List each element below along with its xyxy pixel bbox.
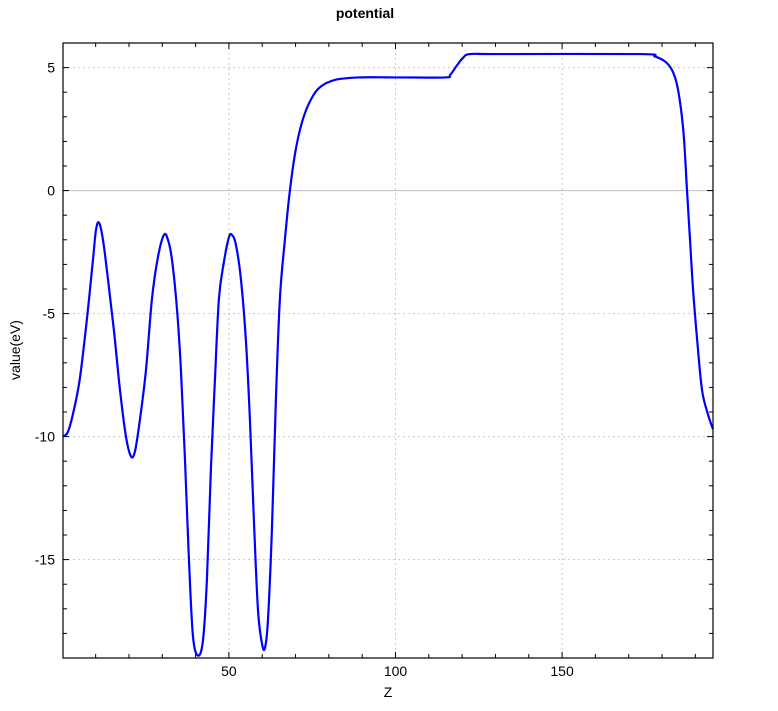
y-tick-label: -5 (43, 306, 56, 322)
plot-frame (62, 42, 714, 659)
x-tick-label: 100 (384, 663, 408, 679)
grid (63, 43, 713, 658)
x-tick-label: 50 (221, 663, 237, 679)
series-lines (62, 52, 715, 657)
y-tick-label: 0 (47, 183, 55, 199)
y-tick-label: -10 (35, 429, 55, 445)
potential-line (62, 52, 715, 657)
x-axis-label: Z (384, 684, 393, 700)
x-tick-label: 150 (550, 663, 574, 679)
y-tick-label: -15 (35, 552, 55, 568)
y-tick-label: 5 (47, 60, 55, 76)
y-axis-label: value(eV) (7, 320, 23, 380)
chart-title: potential (336, 5, 394, 21)
